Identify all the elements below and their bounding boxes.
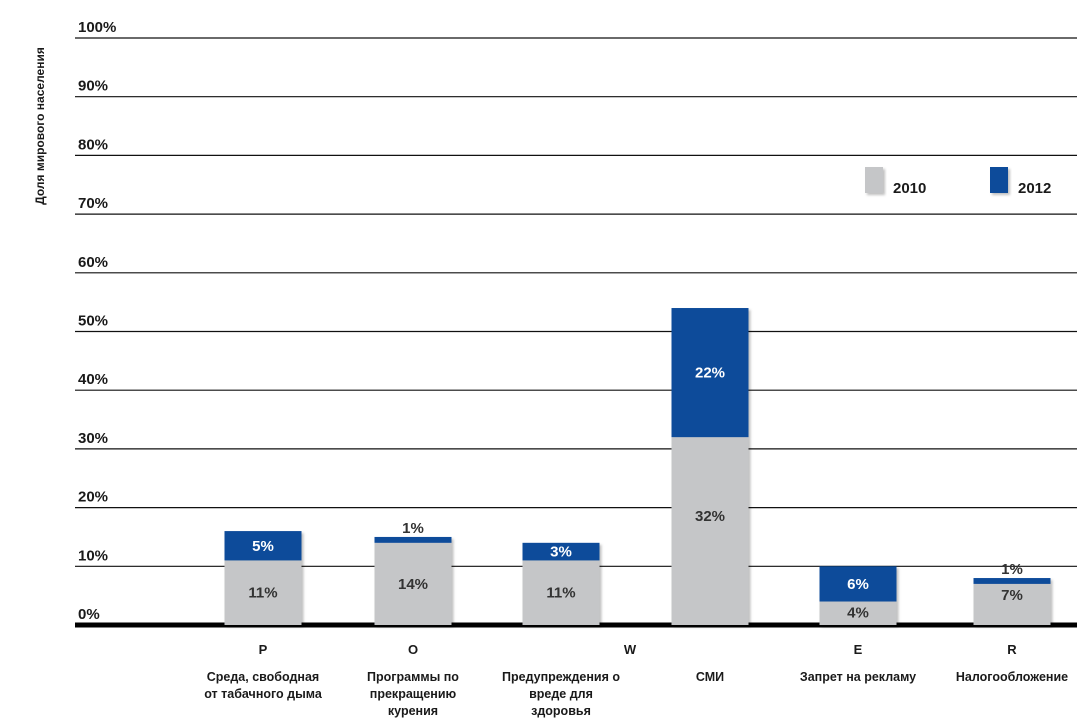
bar-2012 bbox=[819, 566, 897, 602]
y-tick-label: 30% bbox=[78, 430, 108, 447]
value-label-2012: 3% bbox=[550, 544, 572, 561]
category-code: E bbox=[854, 642, 863, 657]
value-label-2010: 7% bbox=[1001, 587, 1023, 604]
y-tick-label: 40% bbox=[78, 371, 108, 388]
y-tick-label: 50% bbox=[78, 313, 108, 330]
value-label-2012: 22% bbox=[695, 365, 725, 382]
bar-2010 bbox=[671, 437, 749, 625]
category-label: вреде для bbox=[529, 687, 593, 701]
value-label-2012: 5% bbox=[252, 538, 274, 555]
legend-label: 2012 bbox=[1018, 180, 1051, 197]
y-tick-label: 60% bbox=[78, 254, 108, 271]
category-code: O bbox=[408, 642, 418, 657]
category-label: прекращению bbox=[370, 687, 457, 701]
value-label-2010: 14% bbox=[398, 576, 428, 593]
bar-2012 bbox=[671, 308, 749, 438]
value-label-2010: 11% bbox=[546, 585, 575, 602]
legend: 2010 2012 bbox=[865, 167, 1051, 197]
bar-stack bbox=[224, 531, 302, 625]
category-code: W bbox=[624, 642, 637, 657]
category-label: здоровья bbox=[531, 704, 591, 718]
value-label-2012: 1% bbox=[1001, 561, 1023, 578]
bar-2012 bbox=[973, 578, 1051, 584]
bar-2010 bbox=[522, 560, 600, 625]
bar-2012 bbox=[522, 542, 600, 561]
category-code: P bbox=[259, 642, 268, 657]
y-tick-label: 70% bbox=[78, 195, 108, 212]
legend-swatch bbox=[865, 167, 883, 193]
category-label: от табачного дыма bbox=[204, 687, 323, 701]
y-tick-label: 20% bbox=[78, 489, 108, 506]
category-label: СМИ bbox=[696, 670, 724, 684]
value-label-2012: 1% bbox=[402, 520, 424, 537]
category-label: Среда, свободная bbox=[207, 670, 319, 684]
bar-stack bbox=[374, 536, 452, 625]
y-tick-label: 80% bbox=[78, 136, 108, 153]
category-label: Налогообложение bbox=[956, 670, 1068, 684]
category-label: Предупреждения о bbox=[502, 670, 620, 684]
bar-2010 bbox=[973, 583, 1051, 625]
y-tick-label: 100% bbox=[78, 19, 116, 36]
bar-2010 bbox=[819, 601, 897, 625]
category-code: R bbox=[1007, 642, 1017, 657]
bar-2010 bbox=[224, 560, 302, 625]
bar-stack bbox=[819, 566, 897, 625]
bar-stack bbox=[522, 542, 600, 625]
value-label-2012: 6% bbox=[847, 576, 869, 593]
y-tick-label: 90% bbox=[78, 78, 108, 95]
bar-2012 bbox=[374, 536, 452, 543]
bar-2010 bbox=[374, 542, 452, 625]
value-label-2010: 4% bbox=[847, 605, 869, 622]
value-label-2010: 32% bbox=[695, 508, 725, 525]
y-tick-label: 10% bbox=[78, 547, 108, 564]
category-label: Запрет на рекламу bbox=[800, 670, 916, 684]
bar-stack bbox=[973, 578, 1051, 625]
legend-label: 2010 bbox=[893, 180, 926, 197]
bars-layer bbox=[224, 308, 1051, 625]
y-tick-label: 0% bbox=[78, 606, 100, 623]
bar-stack bbox=[671, 308, 749, 625]
value-label-2010: 11% bbox=[248, 585, 277, 602]
labels-layer: 0% 10% 20% 30% 40% 50% 60% 70% 80% 90% 100% Доля ми… bbox=[33, 19, 1068, 718]
y-axis-label: Доля мирового населения bbox=[33, 47, 47, 205]
category-label: Программы по bbox=[367, 670, 459, 684]
bar-2012 bbox=[224, 531, 302, 561]
category-label: курения bbox=[388, 704, 438, 718]
legend-swatch bbox=[990, 167, 1008, 193]
